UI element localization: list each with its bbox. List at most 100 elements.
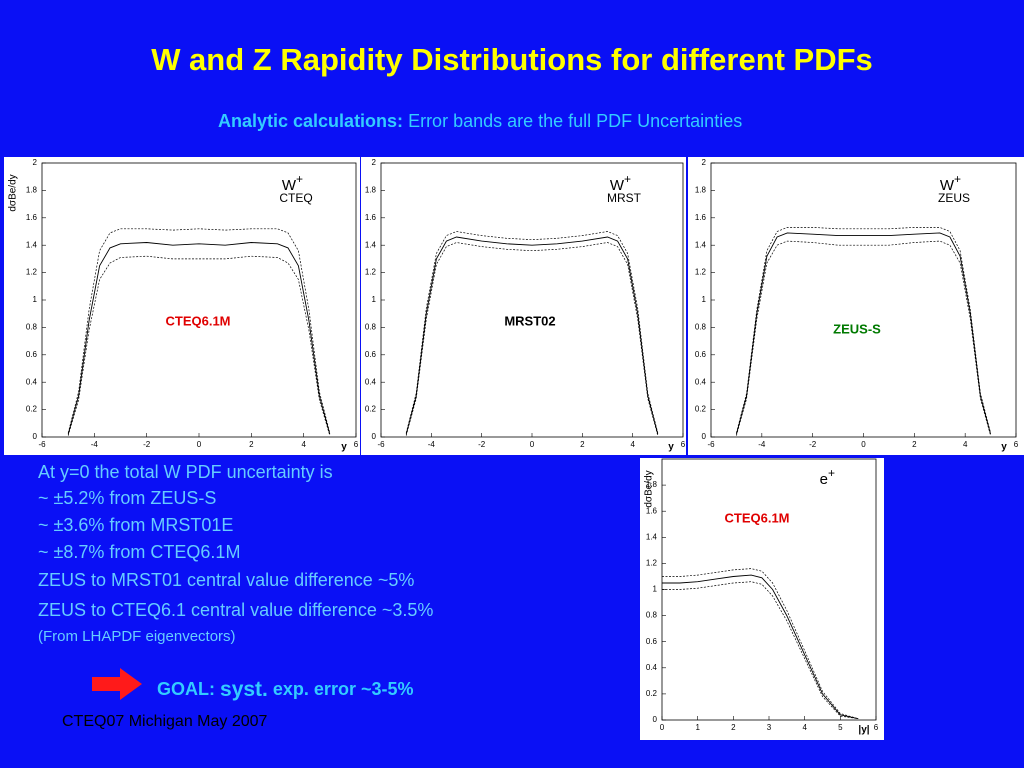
x-tick-label: 6 <box>874 723 879 732</box>
body-line: ~ ±8.7% from CTEQ6.1M <box>38 542 240 562</box>
annotation: ZEUS-S <box>833 321 881 336</box>
y-tick-label: 1.4 <box>26 240 38 249</box>
y-tick-label: 0 <box>702 432 707 441</box>
y-tick-label: 0.4 <box>646 663 658 672</box>
y-axis-label: dσBe/dy <box>644 470 655 507</box>
note: (From LHAPDF eigenvectors) <box>38 628 236 645</box>
y-tick-label: 0.4 <box>365 377 377 386</box>
y-tick-label: 1 <box>653 585 658 594</box>
goal-syst: syst. <box>220 678 268 701</box>
y-tick-label: 0.2 <box>646 689 658 698</box>
plot-panel <box>688 157 1024 455</box>
curve <box>736 227 991 433</box>
curve-label: e <box>820 471 828 488</box>
body-line: ~ ±3.6% from MRST01E <box>38 515 233 535</box>
y-tick-label: 2 <box>33 158 38 167</box>
curve-label-sup: + <box>296 172 303 186</box>
y-tick-label: 1.2 <box>646 559 658 568</box>
x-tick-label: 2 <box>580 440 585 449</box>
body-line: ZEUS to CTEQ6.1 central value difference… <box>38 600 433 620</box>
y-tick-label: 1.6 <box>26 213 38 222</box>
curve <box>67 228 331 433</box>
x-tick-label: 0 <box>530 440 535 449</box>
y-tick-label: 1.8 <box>646 480 658 489</box>
y-tick-label: 1 <box>33 295 38 304</box>
x-tick-label: -4 <box>91 440 99 449</box>
arrow <box>92 668 142 700</box>
curve <box>736 240 991 436</box>
curve-label-2: ZEUS <box>938 191 970 205</box>
curve <box>67 255 331 436</box>
curve <box>405 242 659 436</box>
body: At y=0 the total W PDF uncertainty is ~ … <box>38 462 433 645</box>
x-tick-label: 4 <box>963 440 968 449</box>
plot: -6 -4 -2 0 2 4 6 0 0.2 0.4 0.6 0.8 1 1.2 1.4 1.6 1.8 2 y dσ… <box>4 157 360 455</box>
plot: -6 -4 -2 0 2 4 6 0 0.2 0.4 0.6 0.8 1 1.2 1.4 1.6 1.8 2 y W +… <box>688 157 1024 455</box>
x-tick-label: 1 <box>695 723 700 732</box>
y-tick-label: 1 <box>372 295 377 304</box>
y-tick-label: 1.8 <box>26 186 38 195</box>
x-tick-label: 2 <box>731 723 736 732</box>
plot-panel <box>361 157 686 455</box>
y-tick-label: 0.2 <box>26 405 38 414</box>
curve-label-2: CTEQ <box>279 191 312 205</box>
y-tick-label: 0.8 <box>646 611 658 620</box>
x-tick-label: 5 <box>838 723 843 732</box>
x-tick-label: -2 <box>143 440 151 449</box>
annotation: CTEQ6.1M <box>724 510 789 525</box>
x-tick-label: 2 <box>912 440 917 449</box>
subtitle-bold: Analytic calculations: <box>218 111 403 131</box>
curve-label: W <box>610 177 625 194</box>
curve <box>662 574 859 720</box>
x-tick-label: -6 <box>707 440 715 449</box>
curve-label: W <box>282 177 297 194</box>
x-tick-label: 2 <box>249 440 254 449</box>
annotation: CTEQ6.1M <box>165 313 230 328</box>
x-tick-label: 6 <box>354 440 359 449</box>
x-tick-label: -4 <box>428 440 436 449</box>
curve <box>662 581 859 720</box>
goal: GOAL: syst. exp. error ~3-5% <box>157 678 413 701</box>
plot-panel <box>4 157 360 455</box>
curve <box>67 242 331 435</box>
x-tick-label: 3 <box>767 723 772 732</box>
y-tick-label: 1.4 <box>695 240 707 249</box>
x-axis-label: |y| <box>858 725 869 736</box>
curve-label-sup: + <box>828 466 835 480</box>
curve-label: W <box>940 177 955 194</box>
x-axis-label: y <box>1001 442 1007 453</box>
x-axis-label: y <box>341 442 347 453</box>
plot: -6 -4 -2 0 2 4 6 0 0.2 0.4 0.6 0.8 1 1.2 1.4 1.6 1.8 2 y W +… <box>361 157 686 455</box>
subtitle-rest: Error bands are the full PDF Uncertainti… <box>403 111 742 131</box>
y-tick-label: 1.2 <box>26 268 38 277</box>
curve <box>735 232 992 435</box>
y-tick-label: 0.8 <box>365 323 377 332</box>
y-tick-label: 0.8 <box>695 323 707 332</box>
x-tick-label: 0 <box>660 723 665 732</box>
body-line: At y=0 the total W PDF uncertainty is <box>38 462 333 482</box>
y-tick-label: 2 <box>372 158 377 167</box>
x-tick-label: -4 <box>758 440 766 449</box>
y-tick-label: 1.2 <box>365 268 377 277</box>
y-tick-label: 1.2 <box>695 268 707 277</box>
goal-label: GOAL: <box>157 679 215 699</box>
y-tick-label: 0.6 <box>646 637 658 646</box>
y-tick-label: 0.8 <box>26 323 38 332</box>
y-tick-label: 1.6 <box>695 213 707 222</box>
x-tick-label: 6 <box>681 440 686 449</box>
x-tick-label: -6 <box>377 440 385 449</box>
title: W and Z Rapidity Distributions for diffe… <box>151 42 873 77</box>
x-tick-label: -2 <box>478 440 486 449</box>
goal-rest: exp. error ~3-5% <box>273 679 414 699</box>
y-tick-label: 0.2 <box>365 405 377 414</box>
x-tick-label: 6 <box>1014 440 1019 449</box>
body-line: ~ ±5.2% from ZEUS-S <box>38 488 216 508</box>
y-tick-label: 0 <box>33 432 38 441</box>
x-tick-label: 4 <box>630 440 635 449</box>
curve-label-sup: + <box>624 172 631 186</box>
curve-label-2: MRST <box>607 191 642 205</box>
y-tick-label: 1.8 <box>695 186 707 195</box>
y-tick-label: 0.4 <box>695 377 707 386</box>
